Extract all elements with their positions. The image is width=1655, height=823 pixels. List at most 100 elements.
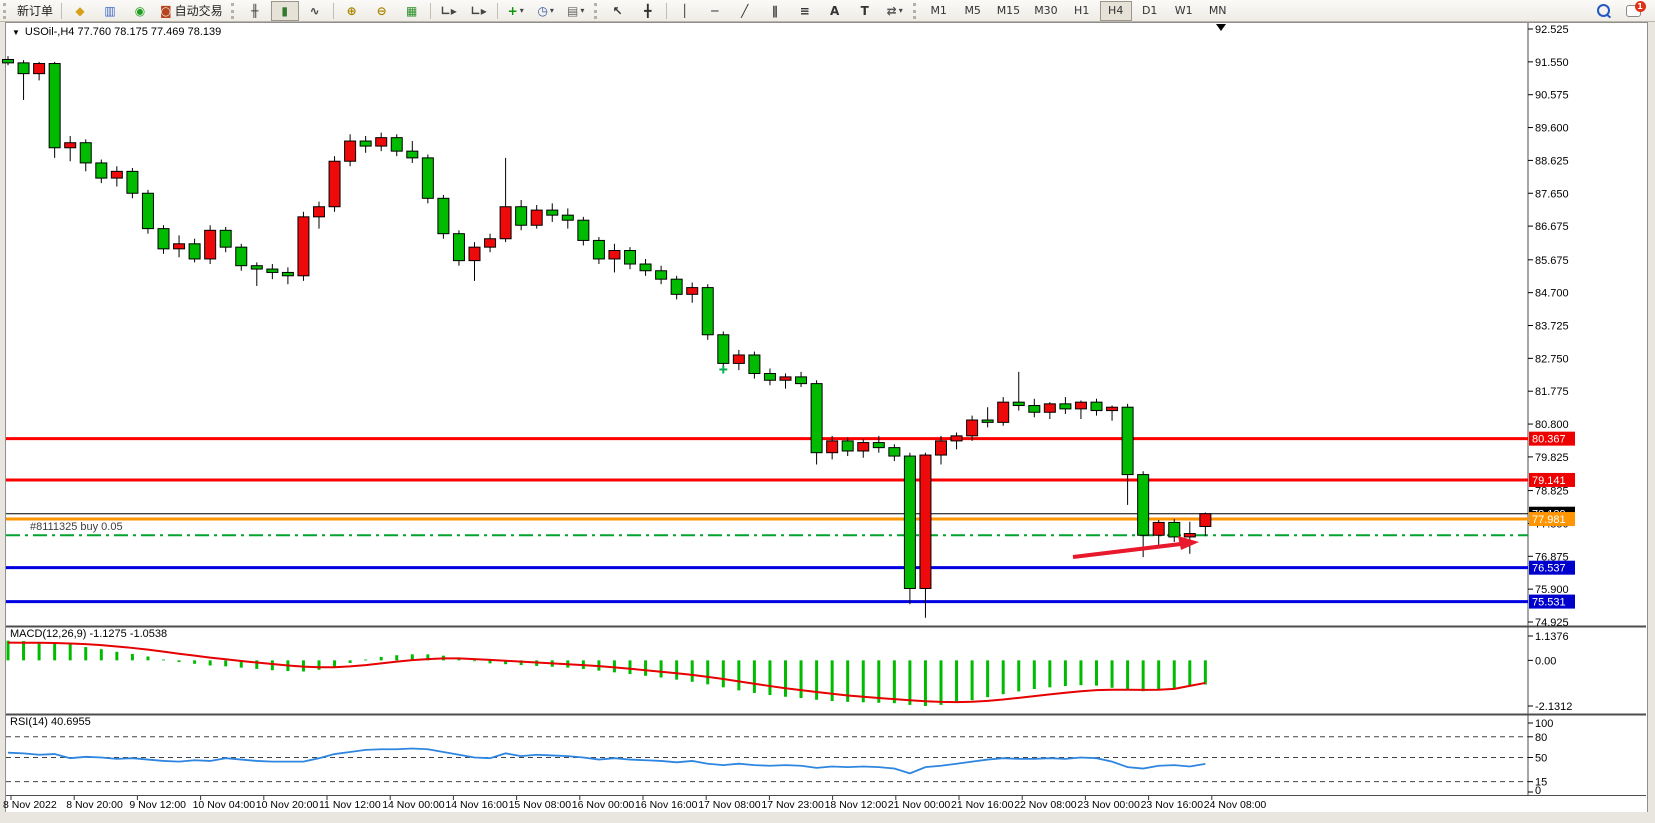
time-axis-label: 15 Nov 08:00: [509, 799, 572, 811]
candle: [577, 219, 590, 241]
horizontal-line-icon[interactable]: ─: [701, 1, 729, 21]
candle: [297, 216, 310, 277]
candle: [1043, 403, 1056, 413]
toolbar-grip: [593, 2, 600, 19]
auto-scroll-icon[interactable]: ∟▸: [435, 1, 463, 21]
rsi-axis-label: 100: [1535, 718, 1553, 730]
price-axis-tick-label: 86.675: [1535, 221, 1569, 233]
candle: [655, 270, 668, 280]
time-axis-label: 14 Nov 00:00: [382, 799, 445, 811]
zoom-out-icon[interactable]: ⊖: [368, 1, 396, 21]
candle: [188, 243, 201, 260]
zoom-out-icon: ⊖: [376, 3, 387, 18]
candle: [919, 454, 932, 589]
time-axis-label: 9 Nov 12:00: [129, 799, 186, 811]
zoom-in-icon[interactable]: ⊕: [338, 1, 366, 21]
price-axis-tick-label: 74.925: [1535, 617, 1569, 629]
timeframe-m5-button[interactable]: M5: [964, 4, 981, 17]
crosshair-icon[interactable]: ╋: [634, 1, 662, 21]
candle: [33, 63, 46, 75]
periods-clock-icon[interactable]: ◷ ▾: [532, 1, 560, 21]
timeframe-m30-button[interactable]: M30: [1034, 4, 1058, 17]
market-watch-icon[interactable]: ▥: [96, 1, 124, 21]
search-icon: [1596, 4, 1610, 17]
arrows-shapes-icon[interactable]: ⇄ ▾: [881, 1, 909, 21]
candle: [281, 271, 294, 277]
time-axis-label: 21 Nov 16:00: [951, 799, 1014, 811]
price-axis-tick-label: 76.875: [1535, 551, 1569, 563]
notifications-button[interactable]: 1: [1619, 0, 1647, 21]
candle: [359, 140, 372, 147]
equidistant-channel-icon[interactable]: ∥: [761, 1, 789, 21]
vertical-line-icon[interactable]: │: [671, 1, 699, 21]
time-axis-label: 21 Nov 00:00: [888, 799, 951, 811]
navigator-icon[interactable]: ◉: [126, 1, 154, 21]
price-axis-tick-label: 91.550: [1535, 57, 1569, 69]
templates-icon[interactable]: ▤ ▾: [562, 1, 590, 21]
trend-arrow-head[interactable]: [1178, 536, 1199, 550]
open-order-label: #8111325 buy 0.05: [30, 521, 123, 533]
text-label-icon[interactable]: T: [851, 1, 879, 21]
timeframe-m1-button[interactable]: M1: [930, 4, 947, 17]
timeframe-w1-button[interactable]: W1: [1174, 4, 1193, 17]
tile-windows-icon[interactable]: ▦: [398, 1, 426, 21]
toolbar-grip: [230, 2, 237, 19]
candle: [841, 440, 854, 452]
timeframe-h1-button[interactable]: H1: [1074, 4, 1090, 17]
indicators-icon[interactable]: + ▾: [502, 1, 530, 21]
search-button[interactable]: [1589, 1, 1617, 21]
price-axis-tick-label: 80.800: [1535, 419, 1569, 431]
timeframe-m15-button[interactable]: M15: [996, 4, 1021, 17]
timeframe-d1-button[interactable]: D1: [1141, 4, 1158, 17]
time-axis-label: 8 Nov 2022: [3, 799, 57, 811]
indicators-icon: +: [507, 3, 518, 18]
text-icon[interactable]: A: [821, 1, 849, 21]
candle: [17, 62, 30, 75]
candle: [717, 334, 730, 364]
support-line-2-badge: [1529, 594, 1575, 609]
timeframe-mn-button[interactable]: MN: [1208, 4, 1227, 17]
candle: [1028, 405, 1041, 413]
new-order-button[interactable]: 新订单: [13, 1, 57, 21]
trend-arrow-annotation[interactable]: [1072, 541, 1190, 559]
bar-shift-marker[interactable]: [1216, 24, 1226, 31]
candle: [701, 287, 714, 336]
candle: [1074, 401, 1087, 410]
indicators-icon-dropdown-arrow[interactable]: ▾: [519, 6, 524, 15]
timeframe-h4-button[interactable]: H4: [1099, 0, 1132, 21]
bar-chart-type-icon[interactable]: ╫: [241, 1, 269, 21]
text-label-icon: T: [860, 3, 869, 18]
candle: [1152, 521, 1165, 536]
templates-icon-dropdown-arrow[interactable]: ▾: [580, 6, 585, 15]
trendline-icon[interactable]: ╱: [731, 1, 759, 21]
arrows-shapes-icon-dropdown-arrow[interactable]: ▾: [898, 6, 903, 15]
candle: [670, 278, 683, 295]
chart-window: [5, 22, 1648, 813]
price-axis-tick-label: 87.650: [1535, 188, 1569, 200]
zoom-in-icon: ⊕: [346, 3, 357, 18]
time-axis-label: 10 Nov 20:00: [256, 799, 319, 811]
line-chart-type-icon[interactable]: ∿: [301, 1, 329, 21]
cursor-icon[interactable]: ↖: [604, 1, 632, 21]
candle: [126, 170, 139, 194]
time-axis-label: 23 Nov 00:00: [1077, 799, 1140, 811]
price-axis-tick-label: 75.900: [1535, 584, 1569, 596]
rsi-axis-label: 50: [1535, 753, 1547, 765]
auto-trading-button[interactable]: ◙ 自动交易: [156, 1, 227, 21]
candle: [95, 162, 108, 179]
periods-clock-icon-dropdown-arrow[interactable]: ▾: [549, 6, 554, 15]
fibonacci-icon[interactable]: ≡: [791, 1, 819, 21]
symbol-dropdown-icon[interactable]: ▼: [12, 27, 20, 37]
time-axis-label: 16 Nov 16:00: [635, 799, 698, 811]
candlestick-chart-type-icon[interactable]: ▮: [270, 0, 299, 21]
new-chart-icon[interactable]: ◆: [66, 1, 94, 21]
periods-clock-icon: ◷: [537, 3, 548, 18]
candle: [266, 268, 279, 273]
candle: [686, 287, 699, 295]
candle: [157, 228, 170, 250]
chart-shift-icon[interactable]: ∟▸: [465, 1, 493, 21]
candle: [966, 419, 979, 437]
macd-axis-label: 0.00: [1535, 655, 1556, 667]
toolbar-separator: [496, 2, 498, 19]
main-toolbar: 新订单 ◆ ▥ ◉ ◙ 自动交易 ╫ ▮ ∿ ⊕ ⊖ ▦ ∟▸ ∟▸ + ▾ ◷ ▾ ▤ ▾ ↖ ╋ │ ─ ╱ ∥ ≡ A T ⇄ ▾ M1…: [0, 0, 1655, 22]
